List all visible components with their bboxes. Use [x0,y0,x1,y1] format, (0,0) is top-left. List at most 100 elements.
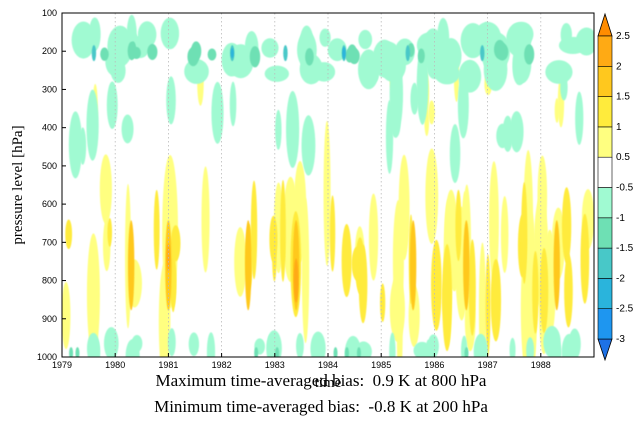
positive-bias-contour [490,258,502,342]
colorbar-tick-label: -0.5 [616,183,634,194]
positive-bias-contour [409,220,417,311]
negative-bias-contour [545,60,573,84]
positive-bias-contour [62,281,71,350]
x-tick-label: 1988 [531,360,551,370]
positive-bias-contour [170,247,177,313]
negative-bias-contour [460,23,486,59]
negative-bias-contour [558,36,587,54]
positive-bias-contour [127,220,135,311]
negative-bias-contour [283,45,288,62]
negative-bias-contour [261,38,279,58]
colorbar-segment [597,66,613,97]
negative-bias-contour [440,38,462,74]
colorbar-tick-label: -2 [616,273,625,284]
negative-bias-contour [416,45,429,125]
negative-bias-contour [211,81,224,144]
positive-bias-contour [234,227,247,297]
negative-bias-contour [167,328,176,357]
y-tick-label: 200 [42,46,57,56]
negative-bias-contour [264,65,289,82]
positive-bias-contour [539,248,549,333]
positive-bias-contour [468,239,476,336]
x-tick-label: 1981 [158,360,178,370]
x-tick-label: 1980 [105,360,125,370]
negative-bias-contour [184,58,209,84]
positive-bias-contour [201,166,210,273]
positive-bias-contour [245,220,252,311]
positive-bias-contour [532,251,539,334]
negative-bias-contour [229,81,237,127]
positive-bias-contour [153,189,160,270]
negative-bias-contour [107,25,133,67]
positive-bias-contour [107,217,113,247]
positive-bias-contour [293,258,299,303]
colorbar-segment [597,247,613,279]
colorbar-tick-label: 1.5 [616,92,630,103]
negative-bias-contour [81,34,96,52]
x-tick-label: 1987 [478,360,498,370]
negative-bias-contour [509,337,516,357]
positive-bias-contour [341,223,352,298]
positive-bias-contour [250,180,258,280]
positive-bias-contour [323,120,331,266]
positive-bias-contour [425,148,439,244]
negative-bias-contour [100,47,109,61]
min-bias-caption: Minimum time-averaged bias: -0.8 K at 20… [154,397,488,416]
negative-bias-contour [348,47,360,65]
positive-bias-contour [86,233,100,356]
max-bias-caption: Maximum time-averaged bias: 0.9 K at 800… [155,371,487,390]
positive-bias-contour [99,154,112,224]
colorbar-segment [597,187,613,219]
negative-bias-contour [286,90,300,168]
negative-bias-contour [86,332,100,357]
negative-bias-contour [166,76,176,125]
negative-bias-contour [254,347,259,357]
negative-bias-contour [127,41,136,61]
positive-bias-contour [431,239,442,331]
negative-bias-contour [147,43,158,61]
negative-bias-contour [106,81,118,130]
y-tick-label: 800 [42,276,57,286]
negative-bias-contour [160,17,180,50]
negative-bias-contour [449,124,461,183]
positive-bias-contour [65,219,73,250]
colorbar-tick-label: 2.5 [616,31,630,42]
x-tick-label: 1984 [318,360,338,370]
positive-bias-contour [389,275,405,342]
positive-bias-contour [170,225,181,262]
negative-bias-contour [410,82,419,115]
negative-bias-contour [512,53,527,86]
negative-bias-contour [405,45,410,62]
negative-bias-contour [305,48,314,66]
positive-bias-contour [521,182,528,284]
negative-bias-contour [296,333,304,357]
negative-bias-contour [526,337,535,357]
negative-bias-contour [121,114,134,144]
negative-bias-contour [509,111,524,153]
negative-bias-contour [524,44,535,65]
negative-bias-contour [464,347,469,357]
positive-bias-contour [553,220,560,311]
negative-bias-contour [506,22,532,57]
x-tick-label: 1983 [265,360,285,370]
positive-bias-contour [379,283,386,323]
negative-bias-contour [344,347,349,357]
negative-bias-contour [312,62,336,82]
colorbar-segment [597,35,613,67]
positive-bias-contour [398,154,410,261]
x-tick-label: 1982 [212,360,232,370]
colorbar-tick-label: -1.5 [616,243,634,254]
negative-bias-contour [75,347,80,357]
positive-bias-contour [428,100,435,125]
x-tick-label: 1979 [52,360,72,370]
y-tick-label: 300 [42,84,57,94]
colorbar-tick-label: 2 [616,61,622,72]
positive-bias-contour [269,215,278,263]
negative-bias-contour [358,29,373,50]
colorbar-segment [597,126,613,158]
negative-bias-contour [188,332,200,357]
colorbar-segment [597,308,613,340]
negative-bias-contour [207,48,217,61]
negative-bias-contour [356,347,361,357]
